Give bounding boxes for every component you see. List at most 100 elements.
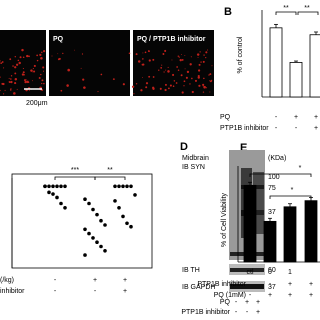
speckle [180, 74, 183, 77]
speckle [133, 93, 135, 95]
speckle [41, 82, 43, 85]
speckle [199, 51, 201, 53]
speckle [67, 68, 70, 72]
speckle [12, 65, 14, 67]
speckle [164, 83, 167, 86]
speckle [3, 67, 5, 69]
condition-sign: - [94, 288, 97, 295]
bar [289, 62, 303, 98]
data-point [47, 184, 51, 189]
speckle [82, 78, 85, 81]
y-axis-label: % of Cell Viability [221, 193, 228, 247]
data-point [47, 190, 51, 195]
speckle [21, 48, 24, 52]
significance-bracket [297, 11, 319, 15]
speckle [171, 59, 173, 61]
speckle [0, 60, 1, 62]
speckle [183, 85, 185, 87]
condition-name: PQ (1mM) [214, 292, 246, 299]
speckle [10, 75, 13, 77]
speckle [14, 72, 17, 75]
condition-sign: - [249, 292, 252, 299]
blot-marker: 100 [268, 174, 280, 181]
speckle [142, 52, 144, 54]
condition-sign: - [269, 281, 272, 288]
condition-name: PTP1B inhibitor [197, 281, 246, 288]
speckle [36, 59, 39, 62]
speckle [135, 83, 138, 85]
speckle [200, 61, 202, 63]
speckle [189, 63, 192, 66]
speckle [145, 82, 149, 85]
micrograph-label: PQ [53, 36, 64, 43]
speckle [202, 85, 204, 87]
speckle [184, 68, 186, 70]
data-point [129, 184, 133, 189]
speckle [112, 78, 115, 81]
condition-name: PTP1B inhibitor [181, 309, 230, 316]
data-point [55, 184, 59, 189]
data-point [133, 193, 137, 197]
speckle [202, 91, 205, 93]
significance-bracket [275, 11, 297, 15]
data-point [125, 221, 129, 226]
speckle [183, 80, 186, 83]
condition-sign: + [314, 114, 318, 121]
speckle [205, 51, 208, 54]
blot-label: Midbrain [182, 155, 209, 162]
speckle [33, 70, 36, 73]
data-point [99, 218, 103, 223]
speckle [198, 84, 201, 87]
speckle [147, 50, 150, 52]
speckle [39, 53, 42, 57]
speckle [145, 86, 148, 89]
speckle [205, 57, 207, 59]
speckle [8, 77, 10, 79]
speckle [159, 87, 162, 90]
data-point [63, 206, 67, 210]
speckle [209, 91, 211, 93]
significance: * [299, 165, 302, 172]
speckle [41, 51, 43, 54]
speckle [43, 82, 45, 85]
speckle [177, 69, 180, 71]
speckle [15, 63, 19, 66]
speckle [167, 87, 170, 90]
x-tick-label: ctl [247, 269, 254, 276]
speckle [43, 50, 46, 53]
speckle [152, 58, 155, 61]
scale-bar-label: 200μm [26, 100, 48, 107]
speckle [30, 69, 33, 72]
speckle [80, 67, 82, 69]
speckle [194, 79, 198, 82]
speckle [51, 55, 53, 57]
data-point [87, 201, 91, 206]
speckle [14, 78, 18, 81]
data-point [113, 199, 117, 203]
condition-sign: + [288, 281, 292, 288]
data-point [103, 223, 107, 227]
condition-sign: + [294, 114, 298, 121]
speckle [181, 91, 184, 94]
blot-marker: 60 [268, 267, 276, 274]
micrograph-pq-inhibitor [133, 30, 214, 96]
data-point [51, 192, 55, 196]
data-point [121, 214, 125, 219]
speckle [23, 73, 25, 76]
speckle [203, 85, 206, 89]
speckle [135, 53, 138, 56]
blot-label: IB GAPDH [182, 284, 215, 291]
speckle [203, 54, 205, 56]
speckle [176, 66, 178, 68]
bar [243, 184, 257, 263]
data-point [117, 206, 121, 210]
speckle [8, 81, 10, 83]
blot-label: IB SYN [182, 164, 205, 171]
speckle [10, 80, 13, 84]
speckle [28, 55, 30, 58]
speckle [22, 56, 25, 59]
speckle [60, 89, 63, 92]
speckle [32, 71, 34, 73]
speckle [17, 59, 20, 62]
